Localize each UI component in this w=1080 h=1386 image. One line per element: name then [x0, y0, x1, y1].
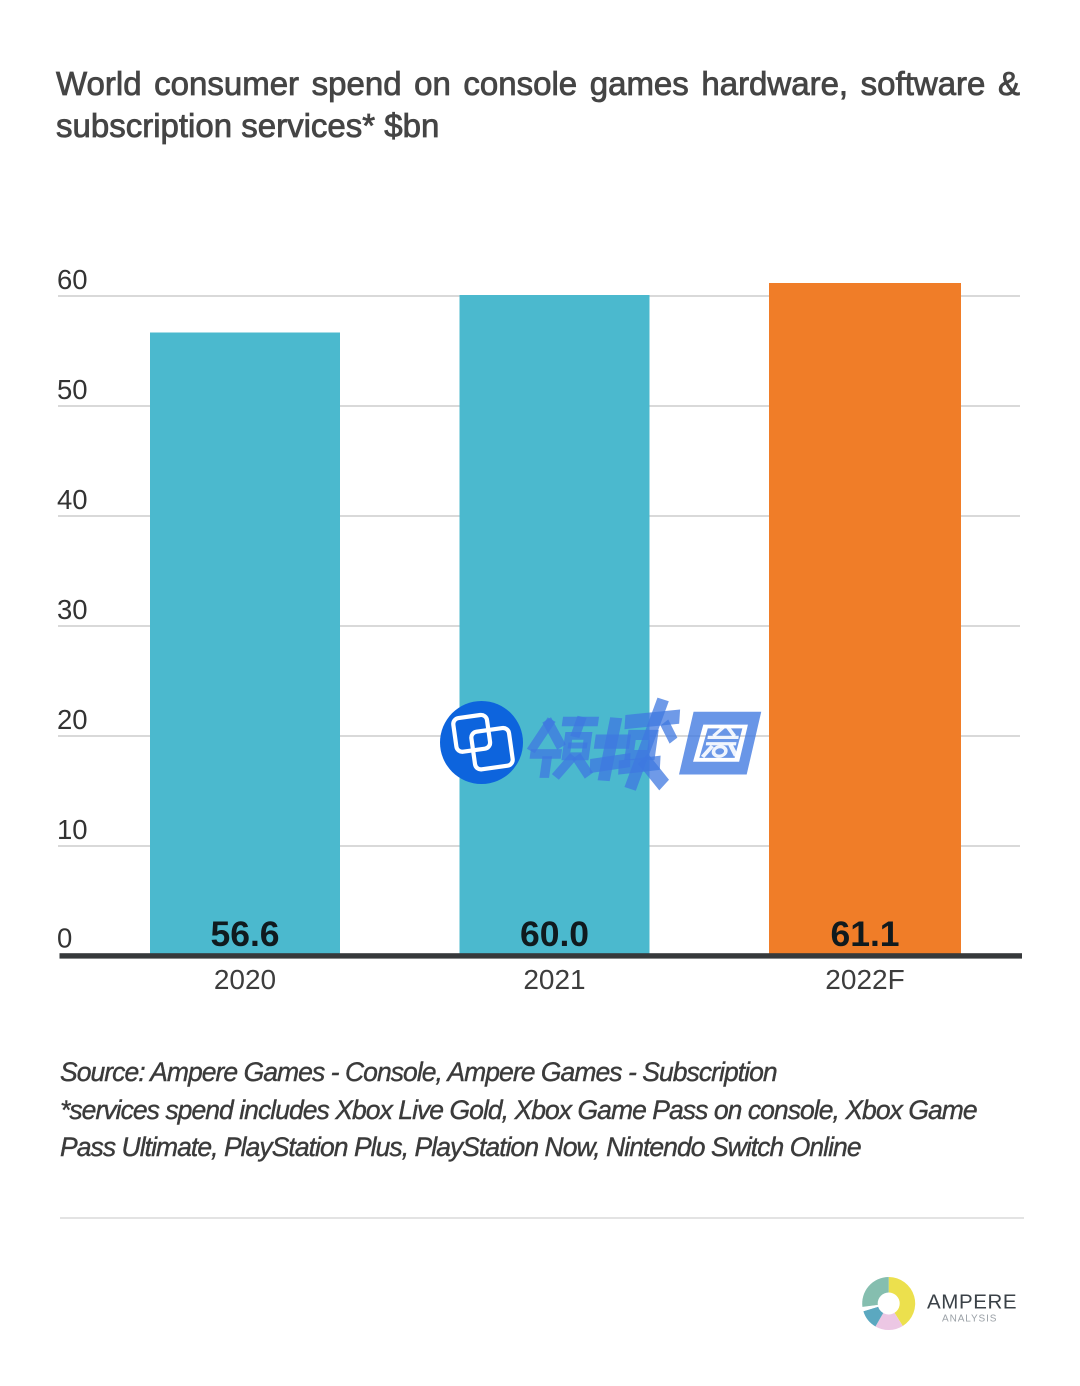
svg-text:60: 60	[57, 264, 88, 295]
svg-text:20: 20	[57, 704, 88, 735]
svg-text:61.1: 61.1	[830, 914, 899, 954]
svg-text:2022F: 2022F	[825, 964, 904, 995]
svg-text:2021: 2021	[523, 964, 585, 995]
svg-text:60.0: 60.0	[520, 914, 589, 954]
svg-text:2020: 2020	[214, 964, 276, 995]
svg-text:AMPERE: AMPERE	[927, 1291, 1017, 1314]
svg-text:50: 50	[57, 374, 88, 405]
svg-text:10: 10	[57, 814, 88, 845]
svg-text:0: 0	[57, 923, 72, 954]
svg-text:30: 30	[57, 594, 88, 625]
svg-text:56.6: 56.6	[210, 914, 279, 954]
svg-text:ANALYSIS: ANALYSIS	[942, 1314, 997, 1325]
svg-text:40: 40	[57, 484, 88, 515]
